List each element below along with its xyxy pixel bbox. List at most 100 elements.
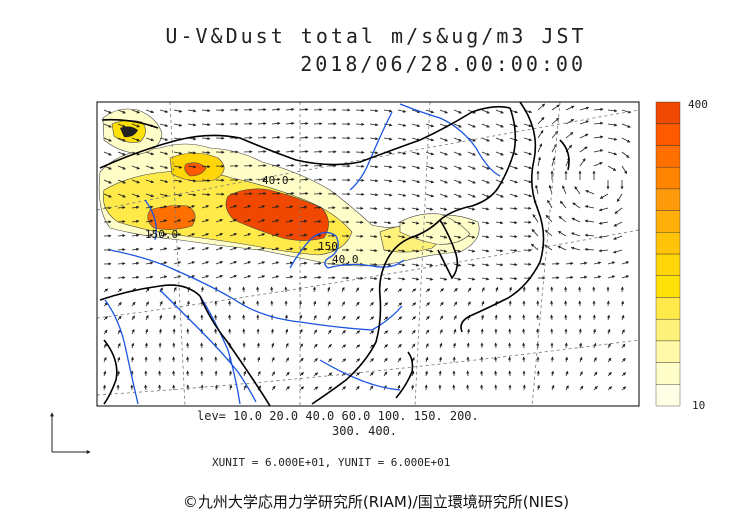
- wind-arrow: [145, 301, 149, 307]
- wind-arrow: [215, 247, 224, 251]
- wind-arrow: [508, 286, 513, 293]
- wind-arrow: [551, 384, 555, 391]
- wind-arrow: [355, 372, 360, 377]
- wind-arrow: [531, 228, 539, 237]
- wind-arrow: [159, 275, 168, 279]
- wind-arrow: [172, 384, 176, 391]
- wind-arrow: [145, 137, 155, 142]
- wind-arrow: [313, 178, 323, 182]
- wind-arrow: [159, 109, 169, 113]
- wind-arrow: [579, 261, 588, 265]
- wind-arrow: [313, 164, 323, 168]
- wind-arrow: [145, 109, 155, 114]
- wind-arrow: [383, 179, 393, 183]
- wind-arrow: [453, 277, 462, 281]
- wind-arrow: [439, 288, 444, 293]
- wind-arrow: [383, 371, 388, 377]
- wind-arrow: [411, 343, 416, 349]
- wind-arrow: [257, 192, 267, 196]
- wind-arrow: [397, 165, 407, 169]
- wind-arrow: [494, 356, 498, 363]
- wind-arrow: [383, 302, 389, 307]
- wind-arrow: [103, 109, 112, 114]
- wind-arrow: [598, 207, 609, 212]
- wind-arrow: [298, 300, 302, 307]
- wind-arrow: [606, 314, 611, 321]
- colorbar-swatch: [655, 297, 681, 320]
- wind-arrow: [117, 123, 126, 128]
- wind-arrow: [383, 357, 388, 363]
- wind-arrow: [508, 342, 512, 349]
- wind-arrow: [369, 123, 379, 127]
- plume-high-west: [147, 205, 196, 230]
- wind-arrow: [257, 164, 267, 168]
- wind-arrow: [579, 120, 590, 125]
- wind-arrow: [480, 384, 484, 391]
- wind-arrow: [439, 207, 448, 211]
- wind-arrow: [383, 221, 392, 225]
- wind-arrow: [145, 219, 154, 223]
- wind-arrow: [285, 261, 294, 265]
- wind-arrow: [285, 386, 290, 391]
- wind-arrow: [369, 193, 379, 197]
- wind-arrow: [159, 179, 169, 183]
- wind-arrow: [131, 193, 140, 198]
- wind-arrow: [215, 275, 224, 279]
- wind-arrow: [439, 315, 444, 321]
- wind-arrow: [495, 123, 504, 128]
- wind-arrow: [537, 103, 546, 111]
- wind-arrow: [579, 275, 588, 279]
- wind-arrow: [535, 184, 539, 195]
- wind-arrow: [271, 261, 280, 265]
- wind-arrow: [621, 329, 625, 335]
- wind-arrow: [313, 247, 322, 252]
- wind-arrow: [397, 151, 407, 155]
- wind-arrow: [383, 165, 393, 169]
- wind-arrow: [467, 235, 476, 239]
- wind-arrow: [621, 386, 627, 391]
- wind-arrow: [547, 199, 553, 209]
- wind-arrow: [620, 300, 625, 307]
- wind-arrow: [383, 277, 392, 281]
- wind-arrow: [201, 150, 211, 155]
- wind-arrow: [369, 358, 374, 363]
- wind-arrow: [411, 221, 420, 225]
- wind-arrow: [425, 277, 434, 281]
- map-frame: [96, 101, 640, 407]
- wind-arrow: [285, 342, 289, 349]
- wind-arrow: [145, 261, 154, 265]
- wind-arrow: [200, 356, 204, 363]
- wind-arrow: [214, 314, 218, 321]
- wind-arrow: [285, 219, 294, 223]
- wind-arrow: [453, 137, 462, 142]
- wind-arrow: [159, 123, 169, 127]
- wind-arrow: [607, 261, 616, 265]
- wind-arrow: [411, 249, 420, 253]
- wind-arrow: [411, 109, 421, 114]
- wind-arrow: [439, 193, 448, 198]
- wind-arrow: [271, 275, 280, 279]
- wind-arrow: [158, 328, 162, 335]
- wind-arrow: [570, 246, 581, 251]
- wind-arrow: [257, 178, 267, 182]
- wind-arrow: [607, 386, 613, 391]
- wind-arrow: [593, 261, 602, 265]
- wind-arrow: [616, 193, 623, 203]
- wind-arrow: [621, 109, 632, 114]
- wind-arrow: [570, 232, 581, 237]
- wind-arrow: [243, 247, 252, 251]
- wind-arrow: [201, 192, 211, 197]
- wind-vector-field: [102, 103, 632, 391]
- wind-arrow: [271, 385, 276, 391]
- wind-arrow: [145, 287, 150, 293]
- wind-arrow: [117, 315, 122, 321]
- wind-arrow: [453, 287, 458, 293]
- wind-arrow: [159, 193, 169, 197]
- wind-arrow: [242, 286, 246, 293]
- wind-arrow: [229, 233, 238, 237]
- wind-arrow: [467, 123, 476, 128]
- wind-arrow: [201, 233, 210, 237]
- wind-arrow: [271, 121, 281, 126]
- wind-arrow: [173, 275, 182, 279]
